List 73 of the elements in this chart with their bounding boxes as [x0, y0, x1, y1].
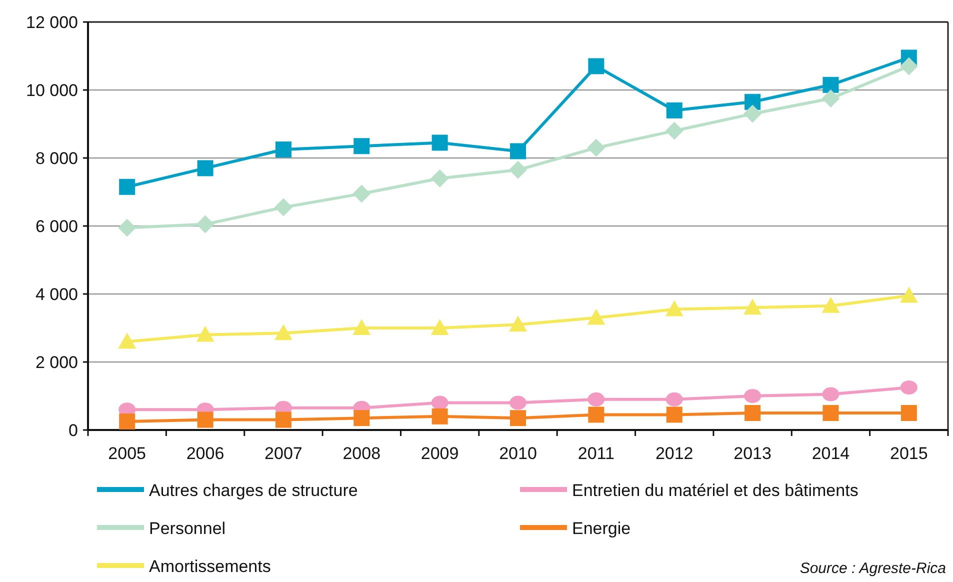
point — [666, 102, 682, 118]
point — [744, 405, 761, 421]
point — [822, 405, 839, 421]
point — [196, 215, 214, 234]
point — [275, 412, 292, 428]
point — [900, 57, 918, 76]
point — [274, 198, 292, 216]
y-tick-label: 10 000 — [26, 80, 78, 100]
point — [119, 414, 136, 430]
x-tick-label: 2015 — [890, 444, 928, 463]
point — [822, 296, 840, 313]
point — [588, 58, 604, 74]
x-tick-label: 2006 — [186, 444, 224, 463]
point — [196, 326, 214, 342]
point — [118, 218, 136, 237]
point — [822, 76, 839, 93]
y-tick-label: 2 000 — [35, 352, 78, 372]
point — [588, 406, 604, 423]
source-note: Source : Agreste-Rica — [800, 560, 946, 577]
legend-label: Autres charges de structure — [149, 480, 358, 500]
point — [666, 406, 682, 423]
point — [431, 396, 448, 410]
point — [822, 387, 840, 402]
y-tick-label: 6 000 — [35, 216, 78, 236]
point — [587, 138, 606, 157]
point — [822, 90, 840, 108]
y-tick-label: 12 000 — [26, 12, 78, 32]
point — [900, 405, 917, 421]
point — [665, 300, 684, 316]
point — [510, 410, 526, 426]
y-tick-label: 0 — [68, 420, 78, 440]
legend-label: Entretien du matériel et des bâtiments — [572, 480, 858, 500]
point — [275, 142, 292, 158]
point — [430, 169, 449, 188]
point — [274, 324, 292, 340]
point — [587, 308, 606, 325]
x-tick-label: 2009 — [420, 444, 459, 463]
point — [432, 408, 448, 424]
point — [510, 396, 526, 410]
legend-label: Energie — [572, 518, 631, 538]
x-tick-label: 2013 — [734, 444, 772, 463]
x-tick-label: 2008 — [342, 444, 381, 463]
point — [744, 104, 762, 123]
point — [430, 319, 449, 335]
x-tick-label: 2011 — [578, 444, 614, 463]
point — [354, 410, 370, 426]
point — [666, 392, 683, 406]
legend-label: Personnel — [149, 518, 226, 538]
x-tick-label: 2014 — [812, 444, 850, 463]
point — [197, 160, 214, 176]
point — [665, 122, 684, 140]
point — [900, 380, 918, 394]
point — [352, 319, 371, 335]
legend-label: Amortissements — [149, 556, 271, 576]
point — [744, 389, 762, 403]
point — [118, 332, 136, 349]
point — [509, 316, 527, 332]
point — [744, 298, 762, 315]
x-tick-label: 2010 — [499, 444, 537, 463]
point — [432, 134, 448, 151]
point — [119, 178, 136, 195]
x-tick-label: 2005 — [108, 444, 146, 463]
y-tick-label: 4 000 — [35, 284, 78, 304]
point — [509, 160, 527, 179]
x-tick-label: 2012 — [655, 444, 694, 463]
point — [900, 286, 918, 303]
y-tick-label: 8 000 — [35, 148, 78, 168]
x-tick-label: 2007 — [264, 444, 302, 463]
point — [352, 184, 371, 203]
point — [510, 143, 526, 160]
point — [197, 412, 214, 428]
point — [354, 138, 370, 154]
point — [588, 392, 605, 406]
